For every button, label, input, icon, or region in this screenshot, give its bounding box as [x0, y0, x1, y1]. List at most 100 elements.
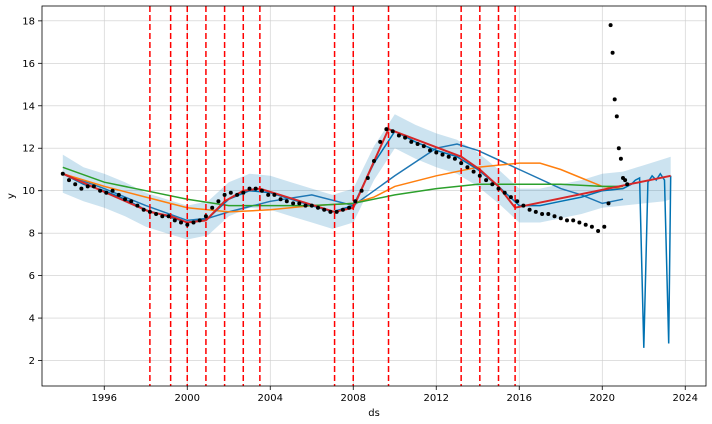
observed-point: [623, 178, 628, 183]
observed-point: [515, 199, 520, 204]
observed-point: [403, 135, 408, 140]
x-tick-label: 2000: [175, 393, 200, 404]
trend-line-layer: [62, 127, 671, 224]
observed-point: [552, 214, 557, 219]
observed-points-layer: [60, 23, 630, 233]
observed-point: [565, 218, 569, 223]
y-tick-label: 10: [22, 186, 35, 197]
observed-point: [110, 188, 115, 193]
observed-point: [527, 207, 532, 212]
observed-point: [79, 186, 84, 191]
observed-point: [446, 154, 451, 159]
observed-point: [116, 192, 121, 197]
plot-frame: [41, 5, 707, 387]
observed-point: [583, 222, 588, 227]
observed-point: [322, 207, 327, 212]
observed-point: [228, 190, 233, 195]
observed-point: [340, 207, 345, 212]
observed-point: [589, 224, 594, 229]
observed-point: [210, 205, 215, 210]
observed-point: [309, 203, 314, 208]
y-tick-label: 8: [29, 229, 35, 240]
observed-point: [353, 199, 358, 204]
observed-point: [222, 192, 227, 197]
observed-point: [546, 212, 551, 216]
observed-point: [378, 139, 383, 144]
observed-point: [390, 129, 395, 134]
ticks: 1996 2000 2004 2008 2012 2016 2020 2024 2 4 6 8 10 12…: [22, 16, 698, 404]
observed-point: [73, 182, 78, 187]
x-tick-label: 1996: [92, 393, 117, 404]
observed-point: [104, 190, 109, 195]
observed-point: [135, 203, 140, 208]
observed-point: [60, 171, 65, 176]
observed-point: [384, 127, 389, 132]
observed-point: [533, 209, 538, 214]
y-tick-label: 16: [22, 59, 35, 70]
observed-point: [612, 97, 617, 102]
observed-point: [471, 169, 476, 174]
observed-point: [172, 218, 177, 223]
y-tick-label: 2: [29, 356, 35, 367]
observed-point: [67, 178, 71, 183]
observed-point: [328, 209, 333, 214]
x-tick-label: 2024: [673, 393, 698, 404]
observed-point: [508, 195, 513, 200]
observed-point: [316, 205, 320, 210]
y-tick-label: 18: [22, 16, 35, 27]
y-tick-label: 12: [22, 144, 35, 155]
observed-point: [147, 209, 152, 214]
observed-point: [540, 212, 545, 216]
observed-point: [606, 201, 611, 206]
observed-point: [477, 173, 482, 178]
x-tick-label: 2012: [424, 393, 449, 404]
observed-point: [154, 212, 159, 216]
y-tick-label: 14: [22, 101, 35, 112]
observed-point: [465, 165, 470, 170]
observed-point: [197, 218, 202, 223]
observed-point: [235, 192, 240, 197]
observed-point: [191, 220, 196, 225]
observed-point: [415, 142, 420, 146]
observed-point: [608, 23, 613, 28]
observed-point: [577, 220, 582, 225]
observed-point: [284, 199, 289, 204]
observed-point: [602, 224, 607, 229]
observed-point: [359, 188, 364, 193]
observed-point: [241, 190, 246, 195]
observed-point: [614, 114, 619, 119]
observed-point: [98, 188, 103, 193]
observed-point: [166, 214, 171, 219]
observed-point: [216, 199, 221, 204]
observed-point: [247, 186, 252, 191]
observed-point: [303, 203, 308, 208]
observed-point: [266, 192, 271, 197]
plot-area: [42, 6, 706, 386]
observed-point: [396, 133, 401, 138]
observed-point: [347, 205, 352, 210]
observed-point: [610, 50, 615, 55]
observed-point: [91, 184, 96, 189]
observed-point: [409, 139, 414, 144]
observed-point: [558, 216, 563, 221]
observed-point: [440, 152, 445, 157]
observed-point: [365, 176, 370, 180]
observed-point: [291, 201, 296, 206]
x-axis-label: ds: [368, 408, 380, 419]
component-line-2: [62, 162, 624, 213]
y-axis-label: y: [6, 193, 17, 199]
observed-point: [334, 209, 339, 214]
observed-point: [203, 214, 208, 219]
observed-point: [496, 186, 501, 191]
observed-point: [484, 178, 489, 183]
observed-point: [85, 184, 90, 189]
observed-point: [160, 214, 165, 219]
observed-point: [259, 188, 264, 193]
observed-point: [141, 207, 146, 212]
observed-point: [123, 197, 127, 202]
observed-point: [502, 190, 507, 195]
observed-point: [490, 182, 495, 187]
observed-point: [434, 150, 439, 155]
x-tick-label: 2004: [258, 393, 283, 404]
